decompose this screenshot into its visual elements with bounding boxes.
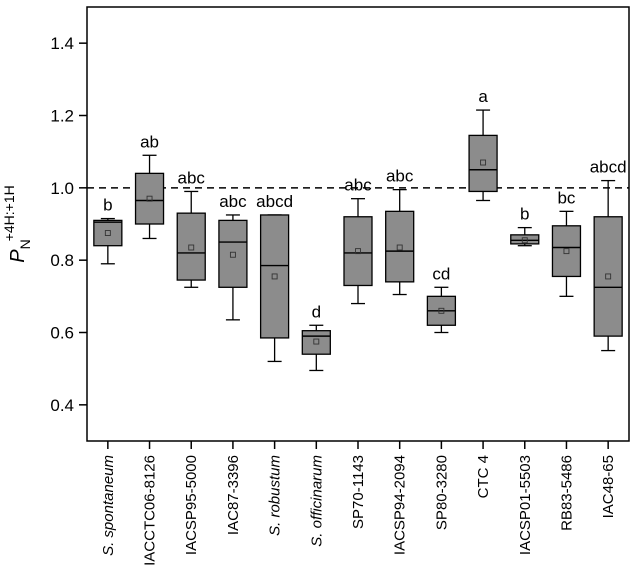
box-group: a CTC 4 [468, 87, 498, 498]
box [385, 210, 415, 283]
box [93, 219, 123, 247]
y-axis-title: PN+4H:+1H [1, 185, 33, 263]
category-label-genus: S. [100, 538, 117, 556]
category-label: IAC48-65 [600, 455, 617, 518]
category-label: RB83-5486 [558, 455, 575, 531]
category-label-genus: S. [267, 518, 284, 536]
y-tick-label: 0.6 [50, 324, 74, 343]
box-group: b IACSP01-5503 [510, 205, 540, 555]
box-group: abc SP70-1143 [343, 176, 373, 529]
mean-marker [396, 244, 403, 251]
category-label-genus: S. [308, 528, 325, 546]
category-label: CTC 4 [475, 455, 492, 498]
box-group: bc RB83-5486 [551, 188, 582, 531]
y-tick-label: 1.0 [50, 179, 74, 198]
mean-marker [271, 273, 278, 280]
mean-marker [146, 195, 153, 202]
box [218, 219, 248, 288]
category-label: IACSP94-2094 [392, 455, 409, 555]
significance-letter: cd [432, 264, 450, 283]
category-label-species: robustum [267, 455, 284, 518]
category-label: IACCTC06-8126 [142, 455, 159, 566]
significance-letter: abc [386, 167, 414, 186]
mean-marker [438, 307, 445, 314]
box [301, 330, 331, 355]
box-group: abcd IAC48-65 [590, 158, 627, 519]
significance-letter: b [103, 196, 112, 215]
box-group: abc IAC87-3396 [218, 192, 248, 535]
significance-letter: abc [178, 168, 206, 187]
mean-marker [104, 230, 111, 236]
category-label: IACSP95-5000 [183, 455, 200, 555]
mean-marker [521, 237, 528, 244]
category-label: S. robustum [267, 455, 284, 536]
box [510, 234, 540, 245]
box [176, 212, 206, 281]
category-label: S. officinarum [308, 455, 325, 547]
box-group: abc IACSP95-5000 [176, 168, 206, 555]
box [593, 216, 623, 337]
significance-letter: abc [344, 176, 372, 195]
box-group: cd SP80-3280 [426, 264, 457, 530]
significance-letter: abc [219, 192, 247, 211]
y-tick-label: 0.4 [50, 396, 74, 415]
category-label: S. spontaneum [100, 455, 117, 556]
box-group: abcd S. robustum [256, 192, 293, 536]
y-tick-label: 0.8 [50, 251, 74, 270]
box [134, 172, 165, 225]
box [551, 225, 582, 278]
mean-marker [355, 248, 361, 255]
mean-marker [229, 251, 236, 258]
box [259, 214, 290, 339]
y-tick-label: 1.2 [50, 107, 74, 126]
category-label: SP80-3280 [433, 455, 450, 530]
category-label-species: spontaneum [100, 455, 117, 538]
box-group: b S. spontaneum [93, 196, 123, 556]
y-axis-title-superscript: +4H:+1H [1, 185, 17, 241]
significance-letter: ab [140, 132, 159, 151]
significance-letter: d [312, 302, 321, 321]
mean-marker [313, 338, 320, 345]
category-label: IACSP01-5503 [517, 455, 534, 555]
box [343, 216, 373, 287]
y-axis-title-main: P [7, 249, 29, 263]
box [468, 134, 498, 193]
box-group: abc IACSP94-2094 [385, 167, 415, 555]
mean-marker [188, 244, 195, 251]
significance-letter: b [520, 205, 529, 224]
significance-letter: abcd [590, 158, 627, 177]
y-axis-label: PN+4H:+1H [1, 185, 33, 263]
mean-marker [605, 273, 612, 280]
box-group: ab IACCTC06-8126 [134, 132, 165, 566]
category-label: SP70-1143 [350, 455, 367, 529]
significance-letter: a [478, 87, 488, 106]
category-label-species: officinarum [308, 455, 325, 528]
box-group: d S. officinarum [301, 302, 331, 547]
significance-letter: bc [557, 188, 575, 207]
mean-marker [563, 248, 570, 255]
category-label: IAC87-3396 [225, 455, 242, 535]
significance-letter: abcd [256, 192, 293, 211]
y-tick-label: 1.4 [50, 34, 74, 53]
plot-area: 0.40.60.81.01.21.4bS. spontaneumabIACCTC… [50, 6, 630, 566]
mean-marker [480, 159, 487, 166]
y-axis-title-subscript: N [17, 239, 33, 249]
